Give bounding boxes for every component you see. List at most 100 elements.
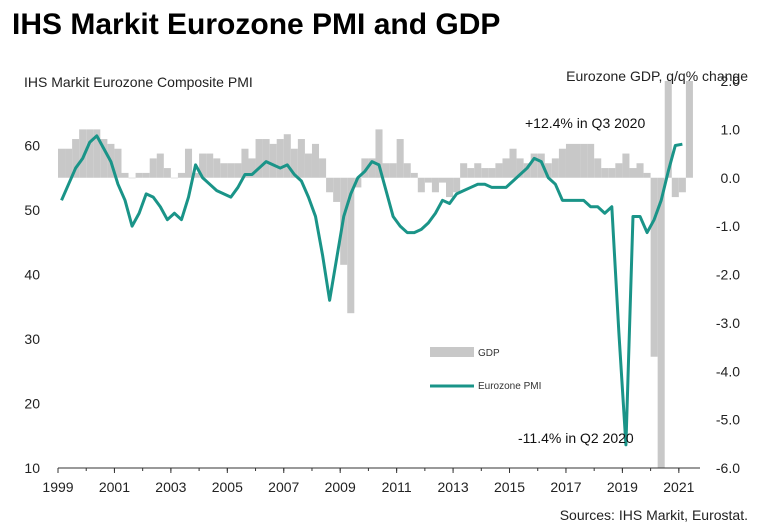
gdp-bar — [530, 153, 538, 178]
x-axis-ticks: 1999 2001 2003 2005 2007 2009 2011 2013 2015 2017… — [42, 468, 695, 495]
x-tick-label: 2017 — [550, 479, 581, 495]
gdp-bar — [438, 177, 447, 183]
left-tick-label: 60 — [24, 138, 40, 154]
gdp-bar — [523, 163, 531, 178]
gdp-bar — [615, 163, 623, 178]
x-tick-label: 2005 — [212, 479, 243, 495]
pmi-line — [60, 134, 683, 447]
gdp-bar — [375, 129, 383, 178]
gdp-bar — [156, 153, 164, 178]
gdp-bar — [453, 177, 461, 193]
x-tick-label: 2019 — [607, 479, 638, 495]
gdp-bar — [495, 163, 503, 178]
gdp-bar — [573, 143, 581, 178]
gdp-bar — [502, 158, 510, 178]
gdp-bar — [227, 163, 235, 178]
left-tick-label: 40 — [24, 267, 40, 283]
left-axis-label: IHS Markit Eurozone Composite PMI — [24, 74, 253, 90]
gdp-bar — [79, 129, 87, 178]
x-tick-label: 2011 — [382, 479, 412, 495]
gdp-bar — [488, 168, 496, 178]
gdp-bar — [537, 153, 545, 178]
gdp-bar — [382, 163, 390, 178]
gdp-bar — [460, 163, 468, 178]
gdp-bar — [234, 163, 242, 178]
left-axis-ticks: 10 20 30 40 50 60 — [24, 138, 40, 477]
legend: GDP Eurozone PMI — [430, 347, 541, 392]
right-tick-label: -4.0 — [716, 363, 740, 379]
right-tick-label: -3.0 — [716, 315, 740, 331]
gdp-bar — [389, 163, 397, 178]
gdp-bar — [220, 163, 228, 178]
annotation-high: +12.4% in Q3 2020 — [525, 115, 645, 131]
gdp-bar — [594, 158, 602, 178]
x-tick-label: 2003 — [155, 479, 186, 495]
gdp-bar — [636, 163, 644, 178]
gdp-bar — [304, 153, 312, 178]
annotation-low: -11.4% in Q2 2020 — [518, 430, 634, 446]
right-tick-label: 2.0 — [721, 73, 741, 89]
right-tick-label: -5.0 — [716, 412, 740, 428]
gdp-bar — [431, 177, 439, 193]
gdp-bar — [65, 148, 73, 178]
gdp-bar — [72, 139, 80, 178]
gdp-bar — [424, 177, 432, 183]
gdp-bar — [544, 163, 552, 178]
gdp-bar — [516, 158, 524, 178]
gdp-bar — [354, 177, 362, 188]
left-tick-label: 20 — [24, 396, 40, 412]
gdp-bar — [86, 129, 94, 178]
left-tick-label: 30 — [24, 331, 40, 347]
gdp-bar — [587, 143, 595, 178]
gdp-bar — [657, 177, 665, 468]
gdp-bar — [319, 158, 327, 178]
gdp-bar — [93, 129, 101, 178]
gdp-bar — [100, 139, 108, 178]
gdp-bar — [241, 148, 249, 178]
gdp-bar — [149, 158, 157, 178]
gdp-bars — [58, 81, 693, 468]
gdp-bar — [601, 168, 609, 178]
gdp-bar — [410, 172, 418, 178]
gdp-bar — [671, 177, 679, 198]
gdp-bar — [326, 177, 334, 193]
x-tick-label: 1999 — [42, 479, 73, 495]
gdp-bar — [650, 177, 658, 357]
gdp-bar — [551, 158, 559, 178]
gdp-bar — [396, 139, 404, 178]
gdp-bar — [558, 148, 566, 178]
gdp-bar — [608, 168, 616, 178]
gdp-bar — [290, 148, 298, 178]
gdp-bar — [213, 158, 221, 178]
gdp-bar — [333, 177, 341, 202]
left-tick-label: 10 — [24, 460, 40, 476]
gdp-bar — [283, 134, 291, 178]
chart-title: IHS Markit Eurozone PMI and GDP — [12, 8, 500, 41]
gdp-bar — [417, 177, 425, 193]
gdp-bar — [565, 143, 574, 178]
x-tick-label: 2015 — [494, 479, 525, 495]
right-axis-ticks: 2.0 1.0 0.0 -1.0 -2.0 -3.0 -4.0 -5.0 -6.0 — [716, 73, 740, 476]
gdp-bar — [297, 139, 305, 178]
gdp-bar — [664, 81, 672, 178]
right-axis-label: Eurozone GDP, q/q% change — [566, 68, 748, 84]
gdp-bar — [248, 158, 256, 178]
gdp-bar — [347, 177, 355, 314]
gdp-bar — [481, 168, 489, 178]
x-tick-label: 2009 — [325, 479, 356, 495]
gdp-bar — [142, 172, 150, 178]
gdp-bar — [177, 172, 185, 178]
legend-pmi-label: Eurozone PMI — [478, 381, 541, 392]
gdp-bar — [262, 139, 270, 178]
legend-gdp-label: GDP — [478, 348, 500, 359]
gdp-bar — [184, 148, 193, 178]
gdp-bar — [311, 143, 320, 178]
gdp-bar — [643, 172, 651, 178]
gdp-bar — [206, 153, 214, 178]
right-tick-label: -1.0 — [716, 218, 740, 234]
source-note: Sources: IHS Markit, Eurostat. — [560, 507, 748, 523]
gdp-bar — [135, 172, 143, 178]
gdp-bar — [58, 148, 66, 178]
x-tick-label: 2001 — [99, 479, 130, 495]
